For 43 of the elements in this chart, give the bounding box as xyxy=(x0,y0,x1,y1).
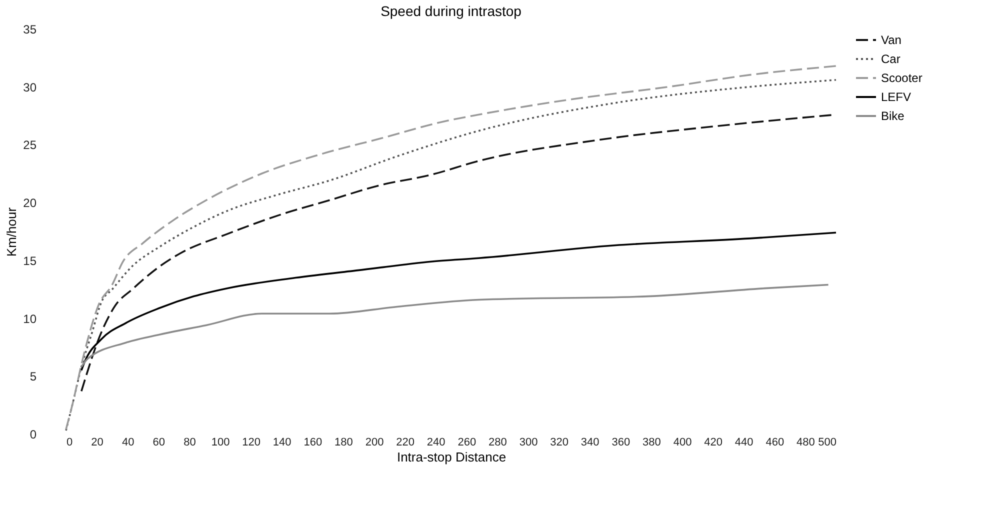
x-tick-label: 100 xyxy=(211,436,230,448)
x-tick-label: 160 xyxy=(304,436,322,448)
x-tick-label: 80 xyxy=(184,436,196,448)
x-tick-label: 20 xyxy=(91,436,104,448)
legend-label: Van xyxy=(881,33,902,47)
x-tick-label: 140 xyxy=(272,436,292,448)
legend-label: LEFV xyxy=(881,90,912,104)
x-axis-title: Intra-stop Distance xyxy=(396,450,506,464)
x-tick-label: 320 xyxy=(550,436,568,448)
y-tick-label: 15 xyxy=(23,254,37,268)
y-tick-label: 30 xyxy=(23,80,37,94)
x-tick-label: 440 xyxy=(734,436,754,448)
x-tick-label: 460 xyxy=(766,436,784,448)
line-series xyxy=(80,284,830,368)
x-tick-label: 60 xyxy=(152,436,166,448)
x-tick-label: 280 xyxy=(488,436,507,448)
y-axis-title: Km/hour xyxy=(4,206,20,257)
x-tick-label: 500 xyxy=(818,436,836,448)
legend-label: Bike xyxy=(881,109,905,123)
x-tick-label: 340 xyxy=(580,436,600,448)
x-tick-label: 40 xyxy=(122,436,134,448)
y-tick-label: 20 xyxy=(23,196,37,210)
x-tick-label: 200 xyxy=(365,436,384,448)
x-tick-label: 300 xyxy=(519,436,538,448)
x-tick-label: 120 xyxy=(242,436,260,448)
x-tick-label: 260 xyxy=(458,436,476,448)
x-tick-label: 420 xyxy=(704,436,722,448)
legend-label: Scooter xyxy=(881,71,922,85)
x-tick-label: 380 xyxy=(642,436,661,448)
x-tick-label: 180 xyxy=(334,436,353,448)
x-tick-label: 220 xyxy=(396,436,414,448)
x-tick-label: 240 xyxy=(426,436,446,448)
y-tick-label: 5 xyxy=(30,370,37,384)
x-tick-label: 360 xyxy=(612,436,630,448)
chart-title: Speed during intrastop xyxy=(380,3,522,19)
x-tick-label: 0 xyxy=(66,436,73,448)
y-tick-label: 10 xyxy=(23,312,37,326)
x-tick-label: 480 xyxy=(796,436,815,448)
x-tick-label: 400 xyxy=(673,436,692,448)
y-tick-label: 25 xyxy=(23,138,37,152)
line-series xyxy=(80,232,837,372)
y-tick-label: 35 xyxy=(23,22,37,36)
legend-label: Car xyxy=(881,52,900,66)
